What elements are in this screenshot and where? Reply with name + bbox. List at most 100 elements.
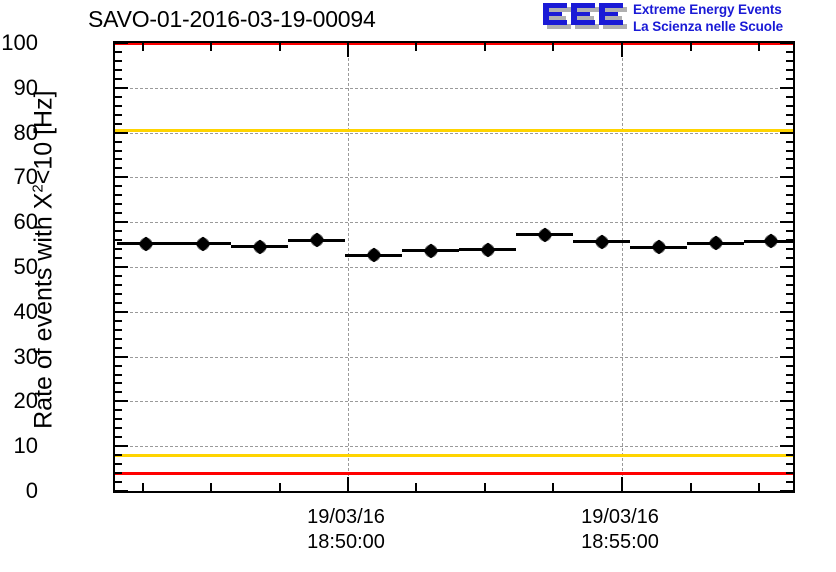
x-axis-tick-minor: [758, 43, 760, 51]
y-axis-tick-minor: [786, 68, 793, 71]
data-point-marker: [137, 235, 154, 252]
gridline-horizontal: [115, 311, 793, 313]
y-axis-tick-minor: [115, 158, 122, 161]
x-axis-tick-label-time: 18:50:00: [307, 531, 385, 553]
eee-logo-line1: Extreme Energy Events: [633, 2, 782, 17]
y-axis-tick-minor: [786, 382, 793, 385]
y-axis-tick-minor: [115, 77, 122, 80]
gridline-horizontal: [115, 87, 793, 89]
x-axis-tick-minor: [279, 483, 281, 491]
y-axis-tick-major: [115, 490, 128, 491]
data-point-marker: [251, 239, 268, 255]
y-axis-tick-minor: [115, 391, 122, 394]
y-axis-tick-label: 30: [13, 343, 38, 369]
y-axis-tick-minor: [786, 391, 793, 394]
y-axis-tick-major: [115, 176, 128, 179]
y-axis-tick-major: [115, 266, 128, 268]
gridline-horizontal: [115, 177, 793, 179]
y-axis-tick-minor: [786, 373, 793, 376]
y-axis-tick-minor: [115, 50, 122, 53]
y-axis-tick-minor: [786, 50, 793, 53]
y-axis-tick-minor: [115, 472, 122, 475]
y-axis-tick-minor: [786, 337, 793, 340]
y-axis-tick-minor: [786, 149, 793, 152]
y-axis-tick-minor: [115, 185, 122, 188]
y-axis-tick-minor: [786, 248, 793, 251]
y-axis-tick-minor: [115, 337, 122, 340]
y-axis-tick-minor: [115, 346, 122, 349]
y-axis-tick-minor: [786, 346, 793, 349]
y-axis-tick-minor: [115, 382, 122, 385]
y-axis-tick-label: 40: [13, 298, 38, 324]
y-axis-tick-major: [780, 266, 793, 268]
y-axis-tick-minor: [115, 248, 122, 251]
x-axis-tick-minor: [142, 43, 144, 51]
y-axis-tick-label: 100: [1, 30, 38, 55]
y-axis-tick-minor: [786, 319, 793, 322]
x-axis-tick-minor: [484, 43, 486, 51]
gridline-horizontal: [115, 446, 793, 448]
y-axis-tick-minor: [786, 194, 793, 197]
x-axis-tick-major: [347, 477, 349, 491]
y-axis-tick-minor: [786, 328, 793, 331]
y-axis-tick-major: [780, 86, 793, 89]
gridline-horizontal: [115, 356, 793, 358]
y-axis-tick-minor: [115, 257, 122, 260]
gridline-horizontal: [115, 267, 793, 268]
y-axis-tick-minor: [115, 239, 122, 242]
gridline-horizontal: [115, 222, 793, 224]
data-point-marker: [422, 243, 439, 259]
y-axis-tick-minor: [786, 95, 793, 98]
eee-logo-mark: [543, 3, 627, 29]
plot-area: [115, 43, 793, 491]
y-axis-tick-major: [780, 131, 793, 134]
y-axis-tick-minor: [786, 59, 793, 62]
y-axis-tick-minor: [115, 364, 122, 367]
y-axis-tick-minor: [786, 427, 793, 430]
y-axis-tick-minor: [786, 167, 793, 170]
y-axis-tick-minor: [786, 283, 793, 286]
x-axis-tick-minor: [552, 483, 554, 491]
y-axis-tick-minor: [786, 212, 793, 215]
y-axis-tick-major: [780, 43, 793, 44]
y-axis-tick-minor: [786, 472, 793, 475]
y-axis-tick-major: [115, 310, 128, 313]
y-axis-tick-minor: [786, 185, 793, 188]
data-point-marker: [536, 226, 553, 243]
y-axis-tick-minor: [115, 463, 122, 466]
x-axis-tick-major: [621, 477, 623, 491]
y-axis-tick-minor: [786, 454, 793, 457]
y-axis-tick-minor: [786, 203, 793, 206]
y-axis-tick-major: [780, 310, 793, 313]
x-axis-tick-minor: [279, 43, 281, 51]
y-axis-tick-label: 20: [13, 388, 38, 414]
y-axis-tick-minor: [115, 436, 122, 439]
y-axis-tick-major: [115, 445, 128, 448]
reference-line-lower-alarm: [115, 472, 793, 476]
y-axis-tick-minor: [786, 436, 793, 439]
y-axis-tick-major: [780, 445, 793, 448]
x-axis-tick-minor: [552, 43, 554, 51]
x-axis-tick-minor: [415, 43, 417, 51]
y-axis-tick-minor: [786, 104, 793, 107]
y-axis-tick-major: [780, 176, 793, 179]
reference-line-upper-alarm: [115, 43, 793, 45]
eee-logo: Extreme Energy Events La Scienza nelle S…: [541, 2, 833, 36]
gridline-horizontal: [115, 401, 793, 403]
y-axis-tick-minor: [786, 463, 793, 466]
y-axis-tick-minor: [786, 481, 793, 484]
y-axis-tick-major: [115, 43, 128, 44]
data-point-marker: [762, 233, 779, 250]
data-point-marker: [593, 234, 610, 250]
x-axis-tick-label-date: 19/03/16: [307, 506, 385, 528]
y-axis-tick-label: 60: [13, 209, 38, 235]
gridline-vertical: [348, 43, 349, 491]
y-axis-tick-minor: [786, 140, 793, 143]
x-axis-tick-major: [347, 43, 349, 57]
y-axis-tick-minor: [115, 140, 122, 143]
y-axis-tick-minor: [115, 274, 122, 277]
y-axis-tick-minor: [786, 239, 793, 242]
page-title: SAVO-01-2016-03-19-00094: [88, 6, 376, 32]
x-axis-tick-minor: [210, 43, 212, 51]
y-axis-tick-minor: [115, 328, 122, 331]
